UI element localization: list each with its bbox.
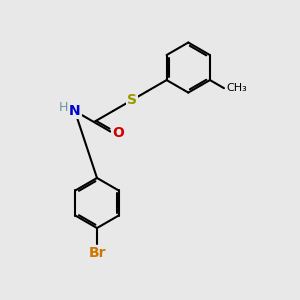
Text: Br: Br [88, 246, 106, 260]
Text: CH₃: CH₃ [226, 83, 247, 93]
Text: O: O [112, 126, 124, 140]
Text: S: S [127, 93, 137, 107]
Text: H: H [59, 101, 68, 114]
Text: N: N [69, 104, 81, 118]
